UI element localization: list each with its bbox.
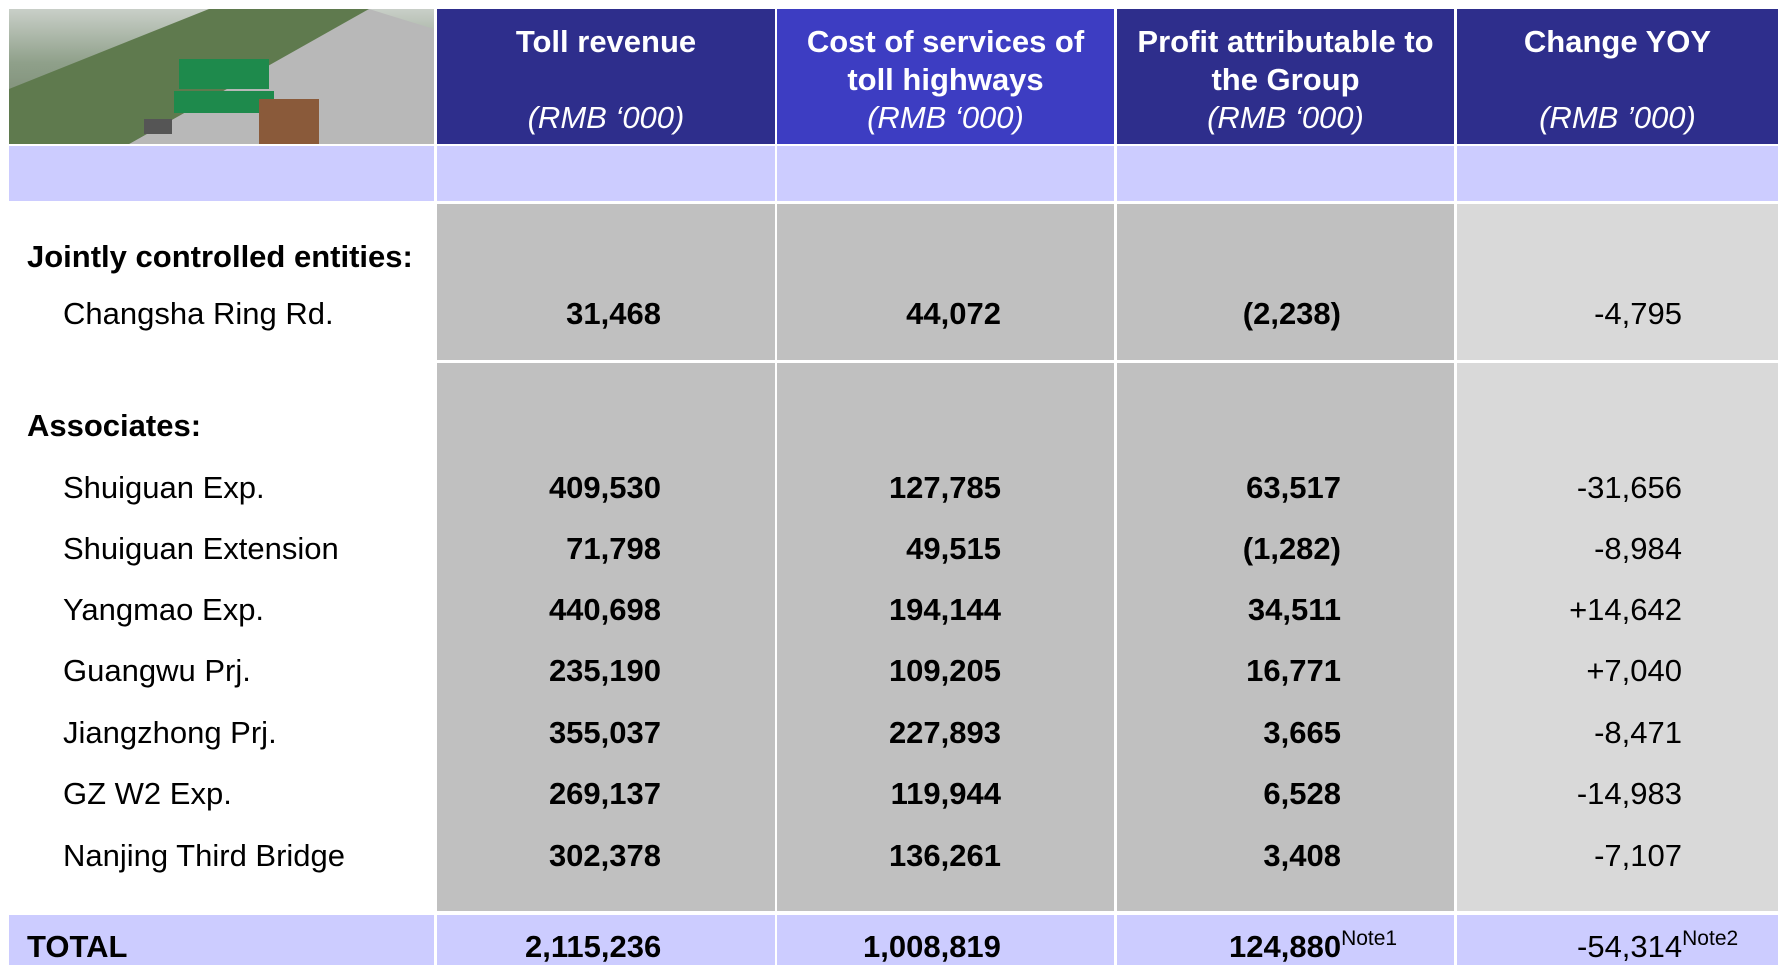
cell-value: 127,785 — [889, 470, 1001, 506]
cell-value: 269,137 — [549, 776, 661, 812]
cell-value: -8,471 — [1594, 715, 1682, 751]
cell-value: 31,468 — [566, 296, 661, 332]
cell-value: +14,642 — [1569, 592, 1682, 628]
cell-value: 3,408 — [1263, 838, 1341, 874]
cell-value: 6,528 — [1263, 776, 1341, 812]
column-title: Cost of services of toll highways — [790, 23, 1102, 99]
column-title: Toll revenue — [450, 23, 762, 61]
row-name: Guangwu Prj. — [63, 653, 251, 689]
cell-value: -7,107 — [1594, 838, 1682, 874]
cell-value: 71,798 — [566, 531, 661, 567]
gray-block — [777, 363, 1114, 911]
column-title: Profit attributable to the Group — [1130, 23, 1442, 99]
gray-block — [1457, 204, 1778, 360]
cell-value: (2,238) — [1243, 296, 1341, 332]
cell-value: (1,282) — [1243, 531, 1341, 567]
table-slide: Toll revenue(RMB ‘000)Cost of services o… — [0, 0, 1778, 965]
row-name: Nanjing Third Bridge — [63, 838, 345, 874]
lavender-band — [1117, 146, 1454, 201]
cell-value: +7,040 — [1586, 653, 1682, 689]
column-unit: (RMB ‘000) — [437, 100, 775, 136]
cell-value: -14,983 — [1577, 776, 1682, 812]
total-label: TOTAL — [27, 929, 127, 965]
row-name: Changsha Ring Rd. — [63, 296, 334, 332]
total-number: 2,115,236 — [525, 929, 661, 964]
cell-value: 16,771 — [1246, 653, 1341, 689]
cell-value: 119,944 — [891, 776, 1001, 812]
total-value: 1,008,819 — [863, 929, 1001, 965]
gray-block — [1117, 204, 1454, 360]
cell-value: 227,893 — [889, 715, 1001, 751]
column-unit: (RMB ‘000) — [1117, 100, 1454, 136]
row-name: Jiangzhong Prj. — [63, 715, 277, 751]
cell-value: 194,144 — [889, 592, 1001, 628]
row-name: Shuiguan Exp. — [63, 470, 265, 506]
cell-value: 3,665 — [1263, 715, 1341, 751]
gray-block — [777, 204, 1114, 360]
gray-block — [437, 363, 775, 911]
total-value: 2,115,236 — [525, 929, 661, 965]
cell-value: 440,698 — [549, 592, 661, 628]
lavender-band — [437, 146, 775, 201]
total-number: 124,880 — [1229, 929, 1341, 964]
total-number: -54,314 — [1577, 929, 1682, 964]
gray-block — [1457, 363, 1778, 911]
cell-value: 109,205 — [889, 653, 1001, 689]
column-unit: (RMB ‘000) — [777, 100, 1114, 136]
cell-value: 44,072 — [906, 296, 1001, 332]
total-value: -54,314Note2 — [1577, 929, 1738, 965]
row-name: GZ W2 Exp. — [63, 776, 232, 812]
note-ref: Note2 — [1682, 927, 1738, 950]
cell-value: 136,261 — [889, 838, 1001, 874]
total-number: 1,008,819 — [863, 929, 1001, 964]
row-name: Yangmao Exp. — [63, 592, 264, 628]
gray-block — [437, 204, 775, 360]
note-ref: Note1 — [1341, 927, 1397, 950]
cell-value: 63,517 — [1246, 470, 1341, 506]
column-unit: (RMB ’000) — [1457, 100, 1778, 136]
lavender-band — [9, 146, 434, 201]
column-title: Change YOY — [1462, 23, 1774, 61]
cell-value: -8,984 — [1594, 531, 1682, 567]
cell-value: 302,378 — [549, 838, 661, 874]
cell-value: 235,190 — [549, 653, 661, 689]
row-name: Shuiguan Extension — [63, 531, 339, 567]
cell-value: 409,530 — [549, 470, 661, 506]
cell-value: -4,795 — [1594, 296, 1682, 332]
section-label: Associates: — [27, 408, 201, 444]
lavender-band — [1457, 146, 1778, 201]
cell-value: -31,656 — [1577, 470, 1682, 506]
total-value: 124,880Note1 — [1229, 929, 1397, 965]
section-label: Jointly controlled entities: — [27, 239, 413, 275]
cell-value: 34,511 — [1248, 592, 1341, 628]
lavender-band — [777, 146, 1114, 201]
cell-value: 49,515 — [906, 531, 1001, 567]
cell-value: 355,037 — [549, 715, 661, 751]
gray-block — [1117, 363, 1454, 911]
highway-photo — [9, 9, 434, 144]
